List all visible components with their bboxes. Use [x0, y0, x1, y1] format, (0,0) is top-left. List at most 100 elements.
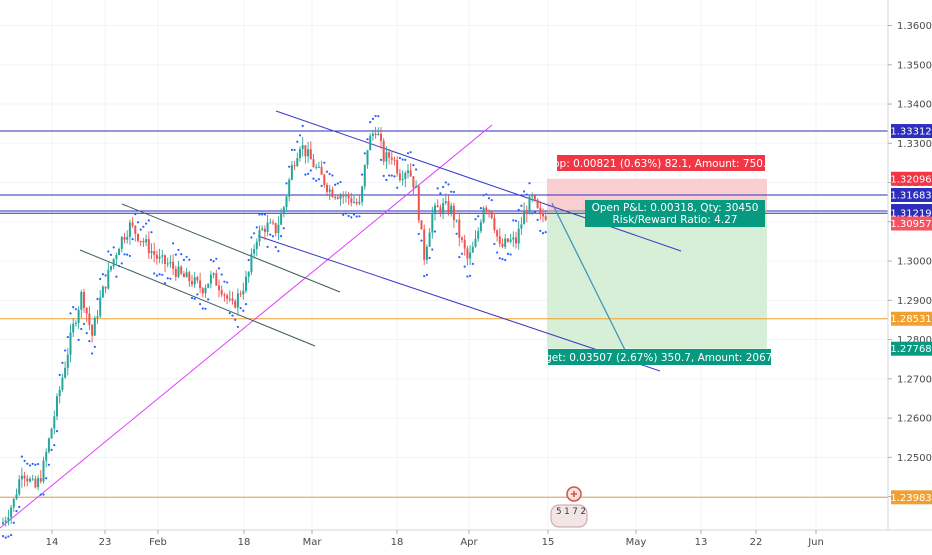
- sar-dot: [417, 232, 420, 236]
- candle-body: [137, 233, 139, 241]
- risk-reward-text: Risk/Reward Ratio: 4.27: [613, 214, 738, 226]
- sar-dot: [439, 192, 442, 195]
- sar-dot: [496, 251, 499, 254]
- sar-dot: [374, 114, 377, 118]
- candle-body: [339, 195, 342, 199]
- candle-body: [280, 213, 283, 225]
- candle-body: [191, 281, 193, 285]
- candle-body: [77, 309, 80, 323]
- sar-dot: [242, 309, 245, 312]
- candle-body: [123, 236, 126, 240]
- marker-price-label-bg: [891, 341, 932, 356]
- sar-dot: [274, 246, 277, 249]
- sar-dot: [128, 254, 131, 258]
- sar-dot: [120, 262, 123, 265]
- candle-body: [64, 367, 67, 378]
- sar-dot: [393, 175, 396, 178]
- candle-body: [85, 307, 88, 314]
- events-badge[interactable]: 5 1 7 2: [550, 486, 588, 528]
- flag-upper-trendline[interactable]: [121, 203, 341, 293]
- sar-dot: [301, 124, 304, 128]
- sar-dot: [288, 165, 291, 168]
- candle-body: [153, 251, 156, 255]
- sar-dot: [320, 184, 323, 187]
- sar-dot: [50, 448, 53, 451]
- candle-body: [423, 229, 426, 260]
- candle-body: [72, 323, 75, 333]
- sar-dot: [277, 249, 280, 253]
- candle-body: [201, 288, 204, 294]
- candle-body: [218, 285, 220, 291]
- sar-dot: [177, 248, 180, 252]
- projection-line: [551, 202, 626, 351]
- sar-dot: [15, 510, 18, 513]
- level-price-label: 1.23983: [890, 493, 931, 504]
- candle-body: [209, 274, 212, 284]
- sar-dot: [74, 308, 77, 311]
- sar-dot: [323, 161, 326, 164]
- target-label-text: Target: 0.03507 (2.67%) 350.7, Amount: 2…: [529, 352, 789, 364]
- candle-body: [442, 202, 445, 213]
- sar-dot: [228, 311, 231, 315]
- candle-body: [344, 194, 347, 197]
- sar-dot: [91, 352, 94, 355]
- sar-dot: [153, 272, 156, 275]
- candle-body: [212, 273, 215, 275]
- sar-dot: [398, 156, 401, 160]
- sar-dot: [285, 182, 288, 185]
- sar-dot: [442, 185, 445, 189]
- sar-dot: [536, 218, 539, 222]
- candle-body: [407, 170, 409, 173]
- candle-body: [226, 295, 229, 299]
- candle-body: [390, 157, 393, 160]
- price-tick-label: 1.26000: [897, 414, 932, 425]
- time-axis[interactable]: 14 23 Feb 18 Mar 18 Apr 15 May 13 22 Jun: [0, 529, 932, 548]
- sar-dot: [517, 208, 520, 211]
- candle-body: [69, 332, 72, 355]
- sar-dot: [307, 172, 310, 175]
- sar-dot: [136, 221, 140, 224]
- sar-dot: [533, 211, 537, 214]
- sar-dot: [282, 227, 285, 230]
- sar-dot: [223, 280, 226, 283]
- candle-body: [242, 290, 245, 295]
- candle-body: [482, 207, 485, 223]
- sar-dot: [123, 253, 126, 256]
- sar-dot: [158, 273, 161, 276]
- candle-body: [420, 220, 423, 230]
- channel-upper-trendline[interactable]: [275, 110, 682, 252]
- open-pl-box: [585, 200, 765, 227]
- sar-dot: [512, 219, 515, 222]
- sar-dot: [23, 459, 26, 462]
- sar-dot: [304, 173, 307, 176]
- channel-lower-trendline[interactable]: [257, 235, 661, 372]
- sar-dot: [463, 265, 466, 268]
- sar-dot: [77, 338, 80, 341]
- candle-body: [347, 194, 350, 199]
- candle-body: [169, 261, 172, 264]
- candle-body: [80, 291, 83, 310]
- candle-body: [58, 389, 61, 397]
- sar-dot: [269, 233, 272, 236]
- events-badge-pill[interactable]: [550, 504, 588, 528]
- sar-dot: [544, 230, 547, 234]
- candle-body: [533, 194, 536, 200]
- sar-dot: [436, 187, 439, 190]
- sar-dot: [193, 297, 196, 300]
- sar-dot: [541, 232, 545, 235]
- candle-body: [53, 416, 56, 429]
- sar-dot: [93, 345, 96, 348]
- sar-dot: [45, 477, 48, 480]
- sar-dot: [425, 273, 428, 277]
- sar-dot: [401, 158, 404, 161]
- sar-dot: [188, 258, 191, 261]
- candle-body: [223, 294, 226, 296]
- marker-price-label-bg: [891, 171, 932, 186]
- sar-dot: [180, 253, 183, 256]
- ascending-trendline[interactable]: [0, 124, 493, 529]
- sar-dot: [309, 169, 312, 172]
- sar-dot: [4, 536, 7, 539]
- sar-dot: [350, 216, 353, 219]
